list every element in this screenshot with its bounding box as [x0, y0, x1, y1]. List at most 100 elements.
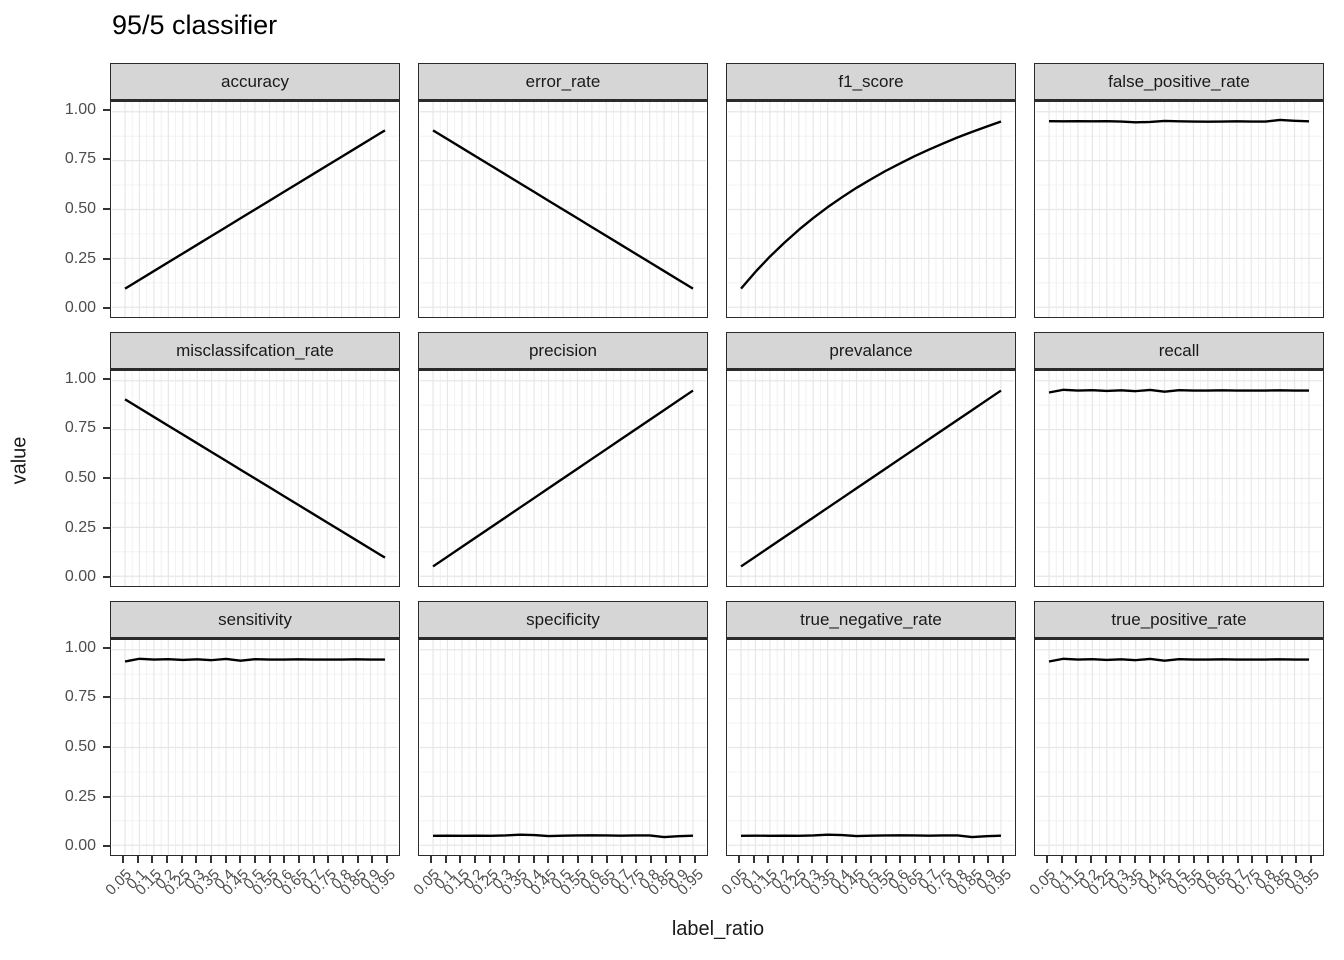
- facet-strip: sensitivity: [110, 601, 400, 638]
- y-tick-label: 0.50: [64, 200, 96, 217]
- x-tick-mark: [1192, 856, 1195, 863]
- x-tick-mark: [268, 856, 271, 863]
- x-tick-mark: [210, 856, 213, 863]
- facet-strip-label: accuracy: [220, 71, 290, 91]
- y-tick-mark: [103, 377, 110, 380]
- facet-sensitivity: sensitivity: [110, 601, 400, 856]
- facet-specificity: specificity: [418, 601, 708, 856]
- x-tick-mark: [811, 856, 814, 863]
- y-tick-mark: [103, 845, 110, 848]
- x-tick-mark: [1148, 856, 1151, 863]
- facet-panel-true_negative_rate: [726, 638, 1016, 856]
- x-tick-mark: [430, 856, 433, 863]
- y-tick-label: 1.00: [64, 100, 96, 118]
- facet-strip-label: misclassifcation_rate: [176, 340, 334, 360]
- x-tick-mark: [166, 856, 169, 863]
- x-tick-mark: [1178, 856, 1180, 863]
- x-tick-mark: [957, 856, 960, 863]
- x-tick-mark: [562, 856, 564, 863]
- x-tick-mark: [356, 856, 359, 863]
- data-line-f1_score: [740, 120, 1002, 290]
- facet-strip: true_negative_rate: [726, 601, 1016, 638]
- x-tick-mark: [605, 856, 608, 863]
- y-tick-mark: [103, 795, 110, 798]
- x-tick-mark: [547, 856, 550, 863]
- x-tick-mark: [1119, 856, 1122, 863]
- y-tick-label: 0.00: [64, 299, 96, 317]
- x-tick-mark: [385, 856, 388, 863]
- facet-strip: prevalance: [726, 332, 1016, 369]
- y-tick-label: 0.25: [64, 787, 96, 805]
- x-tick-mark: [884, 856, 887, 863]
- data-line-true_positive_rate: [1048, 657, 1309, 663]
- y-tick-mark: [103, 646, 110, 649]
- facet-precision: precision: [418, 332, 708, 587]
- x-tick-mark: [972, 856, 975, 863]
- x-tick-mark: [1046, 856, 1049, 863]
- x-tick-mark: [459, 856, 462, 863]
- x-tick-mark: [371, 856, 374, 863]
- facet-panel-sensitivity: [110, 638, 400, 856]
- facet-strip: accuracy: [110, 63, 400, 100]
- x-tick-mark: [752, 856, 755, 863]
- x-tick-mark: [1236, 856, 1239, 863]
- x-tick-mark: [1090, 856, 1093, 863]
- y-tick-label: 0.50: [64, 738, 96, 755]
- facet-strip-label: true_positive_rate: [1111, 609, 1247, 629]
- x-tick-mark: [180, 856, 183, 863]
- facet-panel-accuracy: [110, 100, 400, 318]
- facet-panel-specificity: [418, 638, 708, 856]
- facet-strip-label: true_negative_rate: [800, 609, 942, 629]
- facet-strip-label: sensitivity: [218, 609, 292, 629]
- x-tick-mark: [635, 856, 638, 863]
- x-axis-tick-labels: 0.05 0.1 0.15 0.2 0.25 0.3 0.35 0.4 0.45 0.5 0.55 0…: [38, 856, 1324, 918]
- facet-true_negative_rate: true_negative_rate: [726, 601, 1016, 856]
- y-axis-title: value: [8, 436, 31, 485]
- x-tick-mark: [224, 856, 227, 863]
- x-tick-mark: [1163, 856, 1166, 863]
- facet-strip-label: error_rate: [525, 71, 601, 91]
- x-tick-mark: [679, 856, 682, 863]
- x-tick-mark: [826, 856, 829, 863]
- x-tick-mark: [341, 856, 344, 863]
- y-tick-label: 0.75: [64, 150, 96, 168]
- x-tick-mark: [928, 856, 931, 863]
- y-tick-mark: [103, 108, 110, 111]
- x-tick-mark: [283, 856, 286, 863]
- x-tick-mark: [855, 856, 858, 863]
- x-tick-mark: [312, 856, 315, 863]
- facet-row: 1.00 0.75 0.50 0.25 0.00 sensitivity specifici…: [38, 601, 1324, 856]
- y-tick-label: 0.50: [64, 469, 96, 486]
- x-tick-mark: [913, 856, 916, 863]
- x-axis-title: label_ratio: [671, 918, 765, 940]
- x-tick-mark: [1060, 856, 1063, 863]
- data-line-sensitivity: [124, 657, 385, 663]
- x-tick-mark: [327, 856, 330, 863]
- facet-strip: recall: [1034, 332, 1324, 369]
- data-line-misclassifcation_rate: [124, 398, 386, 559]
- y-tick-mark: [103, 696, 110, 699]
- x-tick-label-group: 0.05 0.1 0.15 0.2 0.25 0.3 0.35 0.4 0.45 0.5 0.55 0…: [719, 856, 1016, 918]
- facet-strip: true_positive_rate: [1034, 601, 1324, 638]
- facet-panel-f1_score: [726, 100, 1016, 318]
- y-tick-label: 0.00: [64, 568, 96, 586]
- data-line-error_rate: [432, 129, 694, 290]
- facet-strip-label: f1_score: [838, 71, 904, 91]
- y-axis-gutter: 1.00 0.75 0.50 0.25 0.00: [38, 63, 110, 318]
- y-tick-mark: [103, 526, 110, 529]
- y-tick-label: 1.00: [64, 369, 96, 387]
- facet-strip-label: prevalance: [829, 340, 913, 360]
- x-tick-mark: [1207, 856, 1210, 863]
- x-tick-mark: [649, 856, 652, 863]
- facet-panel-true_positive_rate: [1034, 638, 1324, 856]
- x-tick-mark: [518, 856, 521, 863]
- x-tick-mark: [532, 856, 535, 863]
- facet-recall: recall: [1034, 332, 1324, 587]
- data-line-prevalance: [740, 389, 1002, 568]
- x-tick-mark: [444, 856, 447, 863]
- y-tick-mark: [103, 477, 110, 479]
- x-tick-mark: [136, 856, 139, 863]
- facet-row: 1.00 0.75 0.50 0.25 0.00 misclassifcation_rat…: [38, 332, 1324, 587]
- y-tick-mark: [103, 208, 110, 210]
